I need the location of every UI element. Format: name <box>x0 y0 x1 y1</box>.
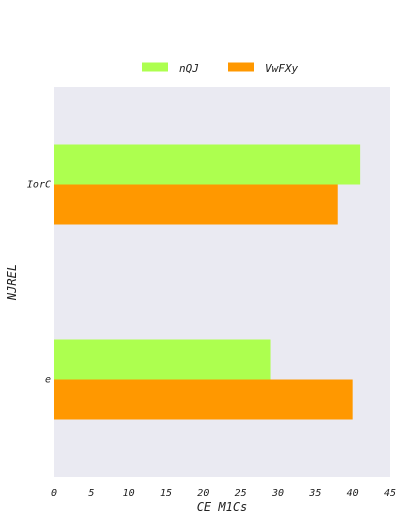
x-tick-label: 10 <box>123 488 135 499</box>
x-axis-label: CE M1Cs <box>197 500 248 514</box>
bar-VwFXy-e <box>54 380 353 420</box>
bar-nQJ-e <box>54 340 271 380</box>
y-tick-label: e <box>45 375 51 386</box>
x-tick-label: 30 <box>271 488 284 499</box>
x-tick-label: 40 <box>347 488 359 499</box>
x-tick-label: 45 <box>384 488 396 499</box>
x-axis-ticks: 0 5 10 15 20 25 30 35 40 45 <box>51 488 396 499</box>
bar-nQJ-IorC <box>54 145 360 185</box>
x-tick-label: 35 <box>308 488 321 499</box>
x-tick-label: 20 <box>197 488 209 499</box>
x-tick-label: 5 <box>88 488 94 499</box>
category-labels: IorC e <box>27 180 51 386</box>
legend-label-nQJ: nQJ <box>179 62 199 75</box>
y-tick-label: IorC <box>27 180 51 191</box>
legend-swatch-VwFXy <box>228 63 254 72</box>
legend-swatch-nQJ <box>142 63 168 72</box>
legend-label-VwFXy: VwFXy <box>265 62 298 75</box>
y-axis-label: NJREL <box>5 264 19 301</box>
x-tick-label: 25 <box>235 488 247 499</box>
legend: nQJ VwFXy <box>142 62 298 75</box>
x-tick-label: 0 <box>51 488 57 499</box>
x-tick-label: 15 <box>160 488 172 499</box>
bar-VwFXy-IorC <box>54 185 338 225</box>
